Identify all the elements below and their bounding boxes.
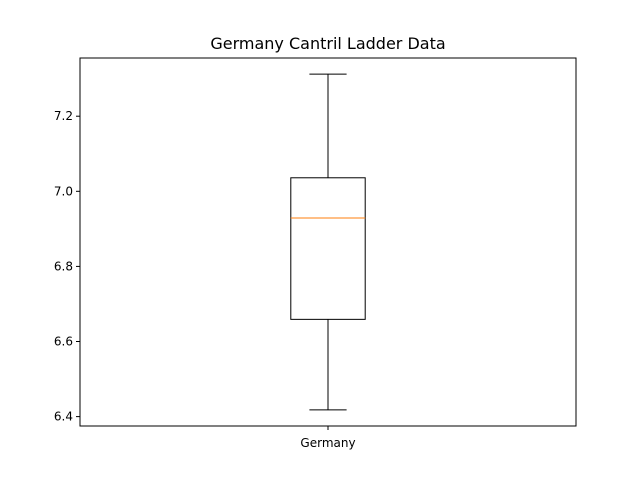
y-tick-label: 7.2 — [54, 109, 73, 123]
iqr-box — [290, 177, 366, 320]
y-tick-label: 6.4 — [54, 410, 73, 424]
y-axis: 6.4 6.6 6.8 7.0 7.2 — [54, 109, 80, 424]
y-tick-label: 7.0 — [54, 184, 73, 198]
chart-title: Germany Cantril Ladder Data — [210, 34, 445, 53]
x-axis: Germany — [300, 426, 356, 450]
x-tick-label: Germany — [300, 436, 355, 450]
y-tick-label: 6.8 — [54, 259, 73, 273]
y-tick-label: 6.6 — [54, 335, 73, 349]
box-plot-series — [290, 73, 366, 411]
